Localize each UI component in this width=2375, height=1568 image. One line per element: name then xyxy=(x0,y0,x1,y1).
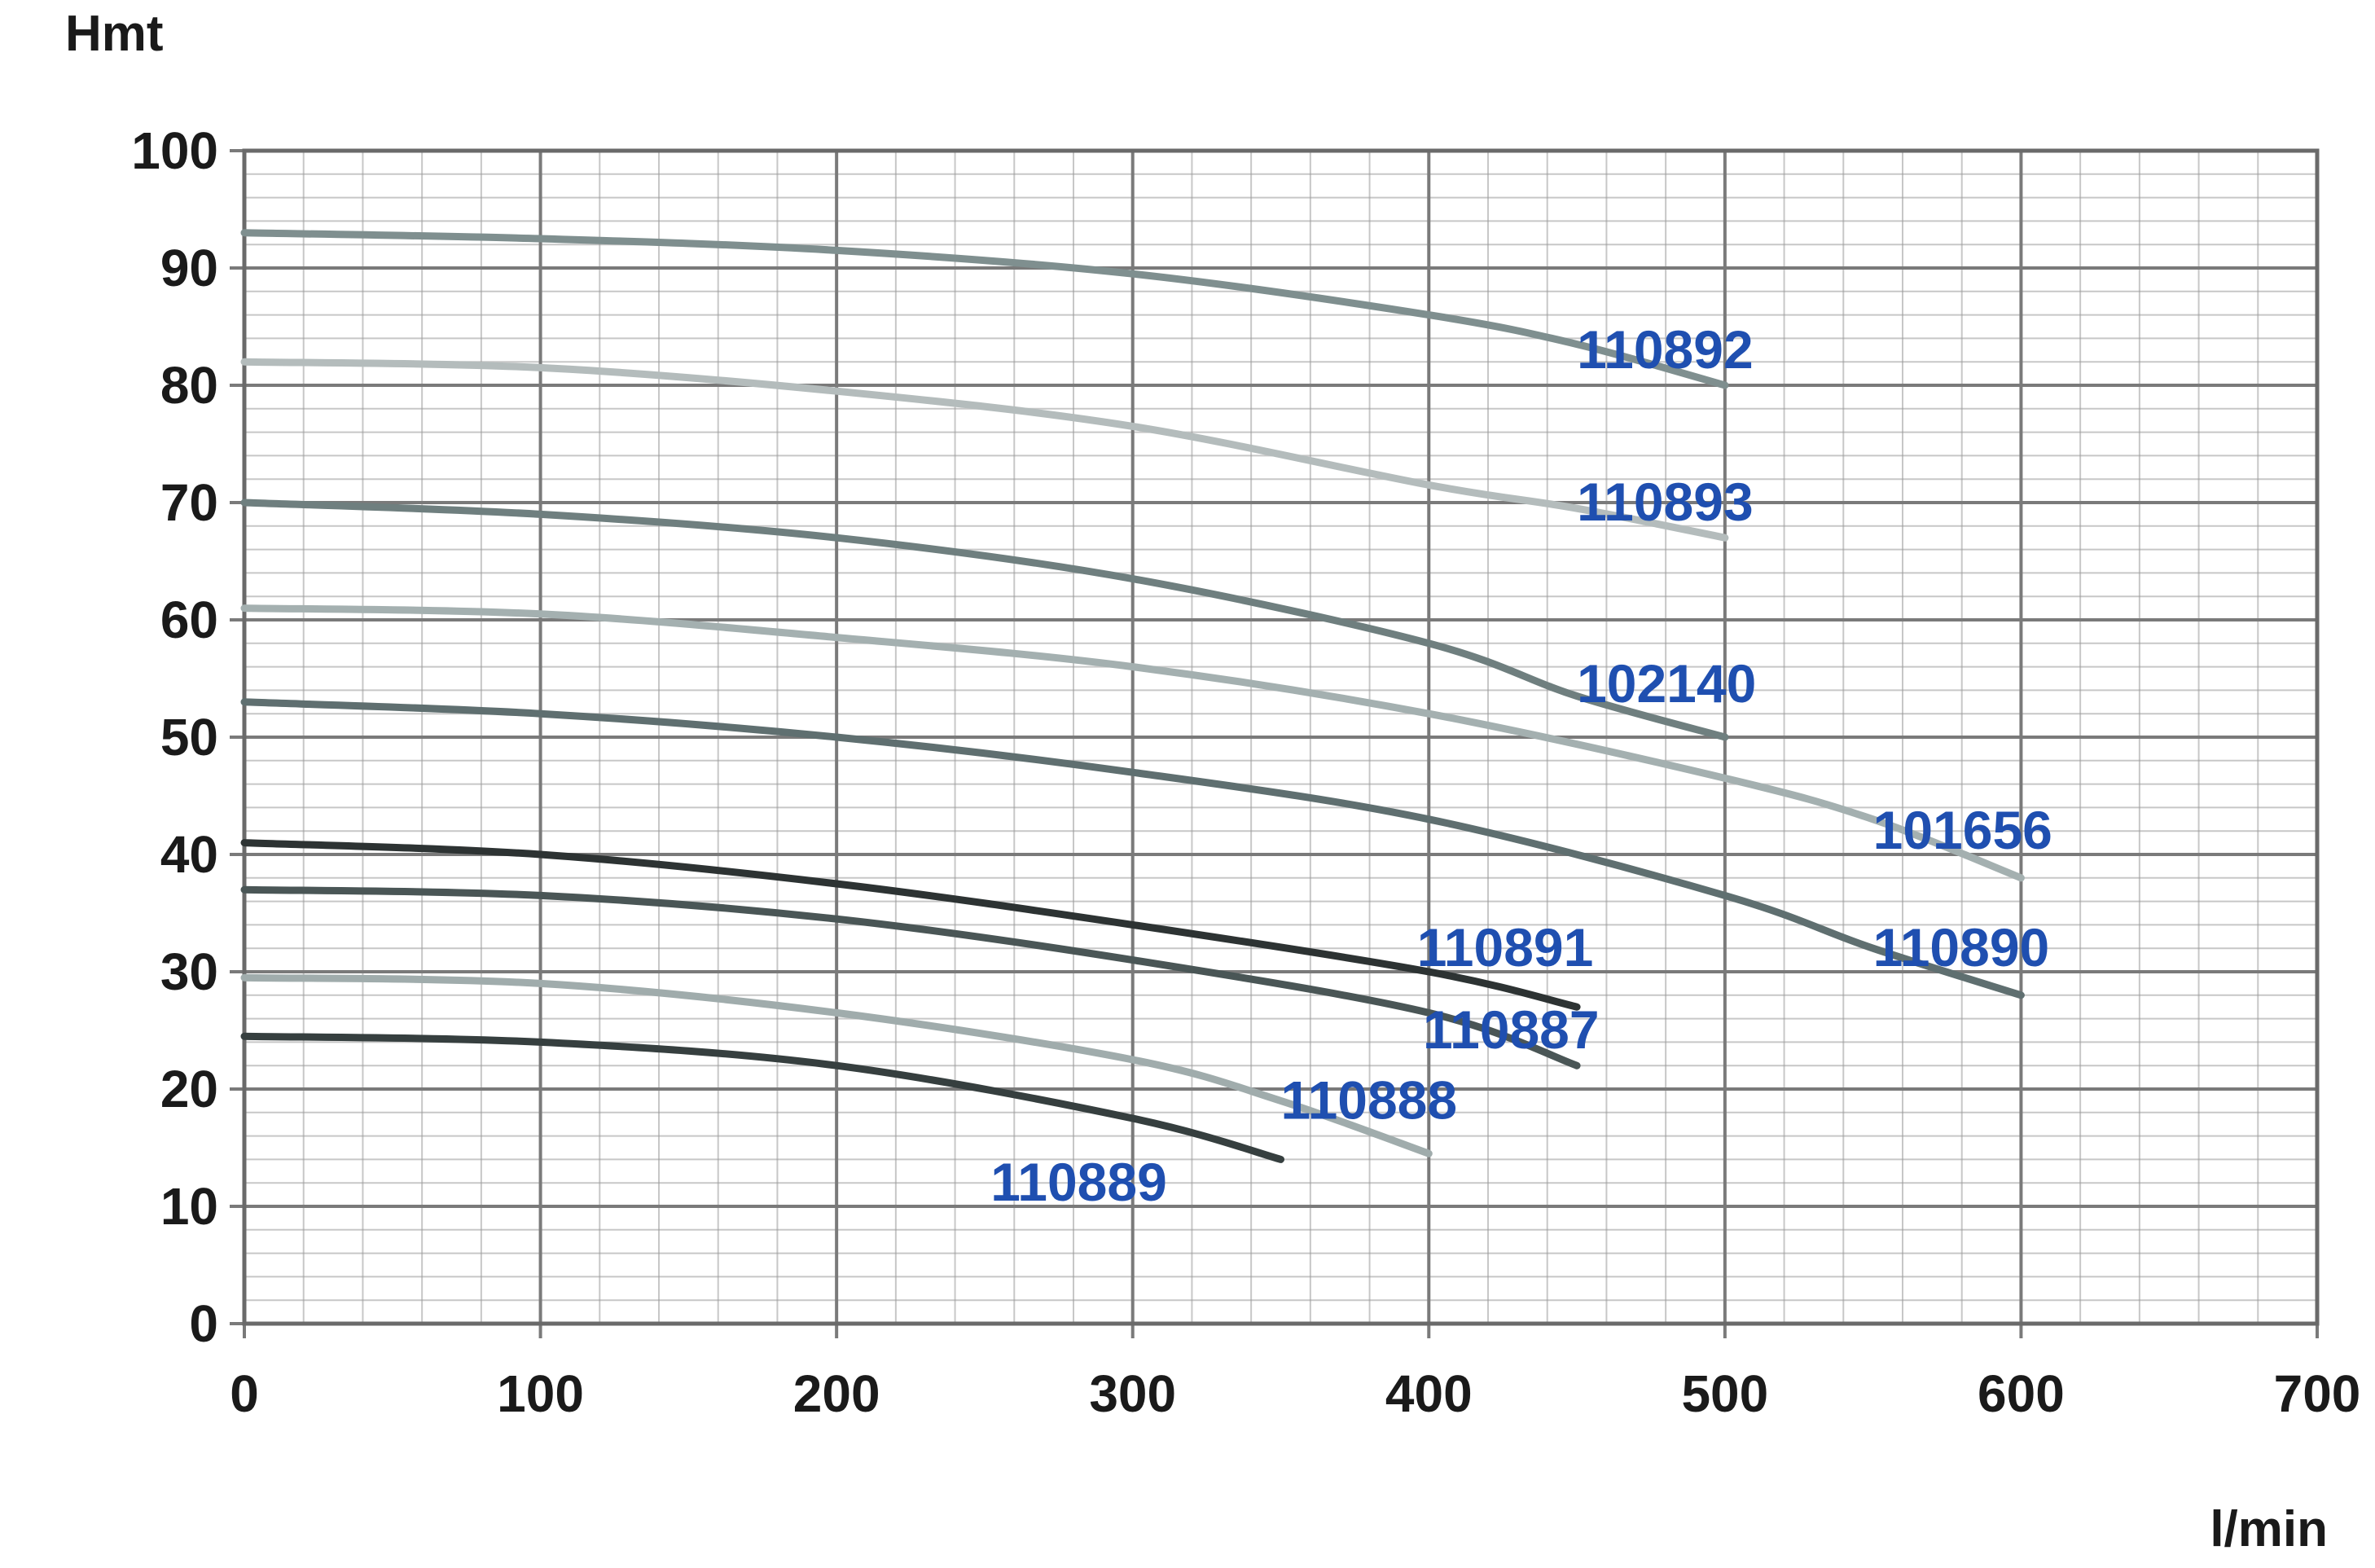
y-tick-label: 50 xyxy=(160,708,218,766)
y-tick-label: 0 xyxy=(189,1294,218,1353)
y-axis-title: Hmt xyxy=(65,6,164,62)
y-tick-label: 80 xyxy=(160,356,218,415)
y-tick-label: 90 xyxy=(160,239,218,297)
x-tick-label: 100 xyxy=(497,1364,584,1423)
x-tick-label: 600 xyxy=(1978,1364,2065,1423)
series-label-110889: 110889 xyxy=(990,1152,1167,1212)
series-label-101656: 101656 xyxy=(1873,800,2052,860)
series-line-110891 xyxy=(240,839,1581,1011)
series-label-110893: 110893 xyxy=(1577,472,1754,532)
series-label-110887: 110887 xyxy=(1423,999,1600,1060)
y-tick-label: 60 xyxy=(160,591,218,649)
y-tick-label: 100 xyxy=(131,121,218,180)
series-line-110892 xyxy=(240,229,1729,389)
series-group xyxy=(240,229,2025,1163)
x-tick-label: 0 xyxy=(230,1364,259,1423)
x-tick-label: 400 xyxy=(1385,1364,1473,1423)
y-tick-label: 40 xyxy=(160,825,218,884)
series-line-110893 xyxy=(240,358,1729,542)
plot-frame xyxy=(242,148,2320,1326)
x-tick-label: 300 xyxy=(1089,1364,1176,1423)
series-label-110888: 110888 xyxy=(1281,1069,1458,1130)
y-tick-label: 20 xyxy=(160,1060,218,1118)
x-axis-title: l/min xyxy=(2210,1501,2328,1557)
series-line-102140 xyxy=(240,499,1729,741)
series-label-110890: 110890 xyxy=(1873,917,2050,977)
series-line-110889 xyxy=(240,1032,1284,1163)
series-label-110891: 110891 xyxy=(1417,917,1594,977)
series-line-110888 xyxy=(240,973,1433,1157)
series-line-110890 xyxy=(240,698,2025,999)
y-tick-label: 10 xyxy=(160,1177,218,1236)
y-tick-label: 30 xyxy=(160,942,218,1001)
series-label-102140: 102140 xyxy=(1577,653,1756,714)
series-label-110892: 110892 xyxy=(1577,319,1754,380)
y-tick-label: 70 xyxy=(160,473,218,532)
x-tick-label: 500 xyxy=(1681,1364,1768,1423)
series-line-110887 xyxy=(240,885,1581,1069)
series-line-101656 xyxy=(240,604,2025,882)
x-tick-label: 200 xyxy=(793,1364,880,1423)
series-labels: 110892 110893 102140 101656 110890 110891 1108… xyxy=(990,319,2052,1212)
tick-labels: 0 10 20 30 40 50 60 70 80 90 100 0 100 200 300 400 500 60… xyxy=(131,121,2360,1423)
x-tick-label: 700 xyxy=(2274,1364,2361,1423)
